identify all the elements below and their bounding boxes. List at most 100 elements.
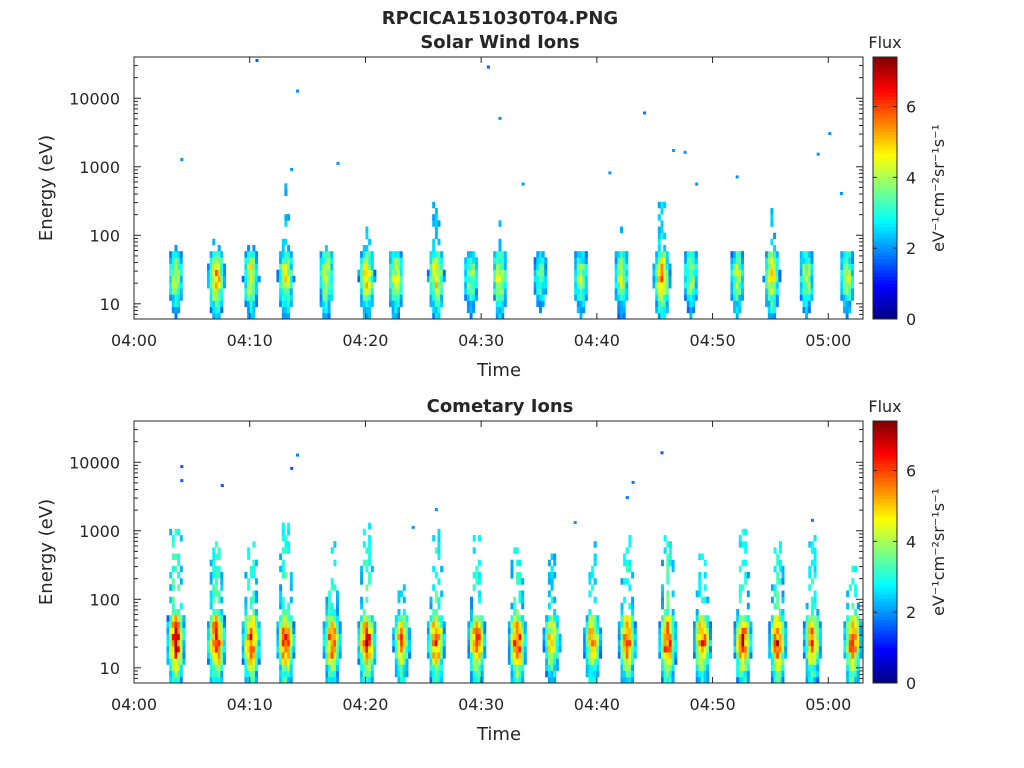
spectrogram-cell bbox=[856, 676, 860, 684]
spectrogram-cell bbox=[281, 676, 285, 684]
colorbar-segment bbox=[873, 180, 897, 185]
spectrogram-cell bbox=[400, 615, 404, 622]
spectrogram-cell bbox=[171, 615, 175, 622]
spectrogram-cell bbox=[661, 584, 664, 591]
spectrogram-cell bbox=[703, 646, 707, 653]
spectrogram-cell bbox=[289, 646, 293, 653]
spectrogram-cell bbox=[279, 269, 283, 277]
spectrogram-cell bbox=[255, 646, 258, 653]
spectrogram-cell bbox=[738, 670, 742, 678]
spectrogram-cell bbox=[472, 652, 476, 659]
spectrogram-cell bbox=[370, 615, 374, 622]
spectrogram-cell bbox=[547, 559, 551, 567]
spectrogram-cell bbox=[536, 251, 540, 258]
spectrogram-cell bbox=[810, 282, 814, 289]
spectrogram-cell bbox=[599, 652, 603, 659]
spectrogram-cell bbox=[744, 627, 748, 634]
spectrogram-cell bbox=[247, 300, 251, 307]
spectrogram-cell bbox=[483, 639, 487, 647]
spectrogram-cell bbox=[357, 621, 361, 628]
spectrogram-cell bbox=[215, 282, 218, 289]
spectrogram-cell bbox=[287, 263, 291, 270]
spectrogram-cell bbox=[658, 639, 662, 647]
spectrogram-cell bbox=[848, 275, 852, 283]
spectrogram-cell bbox=[805, 676, 809, 684]
spectrogram-cell bbox=[279, 596, 283, 604]
spectrogram-cell bbox=[856, 633, 860, 641]
spectrogram-cell bbox=[706, 633, 710, 641]
spectrogram-cell bbox=[287, 676, 291, 684]
spectrogram-cell bbox=[652, 269, 656, 277]
spectrogram-cell bbox=[434, 639, 438, 647]
colorbar-segment bbox=[873, 241, 897, 246]
spectrogram-cell bbox=[547, 621, 551, 628]
spectrogram-cell bbox=[432, 670, 436, 678]
spectrogram-cell bbox=[698, 621, 702, 628]
spectrogram-cell bbox=[657, 263, 661, 270]
spectrogram-cell bbox=[733, 269, 737, 277]
spectrogram-cell bbox=[279, 288, 283, 295]
spectrogram-cell bbox=[674, 633, 678, 641]
spectrogram-cell bbox=[324, 288, 328, 295]
spectrogram-cell bbox=[694, 282, 698, 289]
spectrogram-cell bbox=[773, 263, 777, 270]
spectrogram-cell bbox=[848, 646, 852, 653]
spectrogram-cell bbox=[547, 615, 551, 622]
spectrogram-cell bbox=[736, 627, 740, 634]
spectrogram-cell bbox=[593, 633, 597, 641]
spectrogram-cell bbox=[802, 306, 806, 314]
spectrogram-cell bbox=[281, 646, 285, 653]
spectrogram-cell bbox=[279, 676, 283, 684]
spectrogram-cell bbox=[778, 652, 782, 659]
spectrogram-cell bbox=[805, 602, 809, 610]
spectrogram-cell bbox=[541, 257, 545, 264]
spectrogram-cell bbox=[810, 627, 814, 634]
spectrogram-cell bbox=[593, 670, 597, 678]
spectrogram-cell bbox=[434, 621, 438, 628]
spectrogram-cell bbox=[503, 282, 507, 289]
spectrogram-cell bbox=[437, 670, 441, 678]
colorbar-segment bbox=[873, 605, 897, 610]
spectrogram-cell bbox=[255, 670, 258, 678]
spectrogram-cell bbox=[365, 257, 369, 264]
spectrogram-cell bbox=[738, 596, 742, 604]
spectrogram-cell bbox=[370, 263, 374, 270]
spectrogram-cell bbox=[360, 578, 364, 585]
spectrogram-cell bbox=[845, 263, 849, 270]
colorbar-segment bbox=[873, 608, 897, 613]
spectrogram-cell bbox=[440, 251, 444, 258]
spectrogram-cell bbox=[483, 646, 487, 653]
spectrogram-cell bbox=[394, 658, 398, 665]
spectrogram-cell bbox=[523, 633, 527, 641]
spectrogram-cell bbox=[845, 251, 849, 258]
spectrogram-cell bbox=[810, 664, 814, 671]
spectrogram-cell bbox=[368, 251, 372, 258]
spectrogram-cell bbox=[426, 652, 430, 659]
spectrogram-cell bbox=[846, 664, 850, 671]
spectrogram-cell bbox=[515, 639, 519, 647]
spectrogram-cell bbox=[843, 627, 847, 634]
spectrogram-cell bbox=[799, 282, 803, 289]
spectrogram-cell bbox=[668, 275, 672, 283]
spectrogram-cell bbox=[212, 670, 216, 678]
spectrogram-cell bbox=[370, 652, 374, 659]
spectrogram-cell bbox=[733, 257, 737, 264]
spectrogram-cell bbox=[370, 288, 374, 295]
spectrogram-cell bbox=[284, 664, 288, 671]
spectrogram-cell bbox=[738, 257, 742, 264]
spectrogram-cell bbox=[284, 251, 288, 258]
spectrogram-cell bbox=[472, 263, 476, 270]
spectrogram-cell bbox=[281, 245, 285, 252]
spectrogram-cell bbox=[843, 263, 846, 270]
spectrogram-cell bbox=[663, 288, 667, 295]
spectrogram-cell bbox=[818, 652, 822, 659]
spectrogram-cell bbox=[658, 646, 662, 653]
spectrogram-cell bbox=[663, 621, 667, 628]
colorbar-segment bbox=[873, 573, 897, 578]
spectrogram-cell bbox=[738, 646, 742, 653]
spectrogram-cell bbox=[513, 646, 517, 653]
spectrogram-cell bbox=[217, 306, 221, 314]
colorbar-segment bbox=[873, 99, 897, 104]
spectrogram-cell bbox=[684, 288, 688, 295]
spectrogram-cell bbox=[694, 269, 698, 277]
